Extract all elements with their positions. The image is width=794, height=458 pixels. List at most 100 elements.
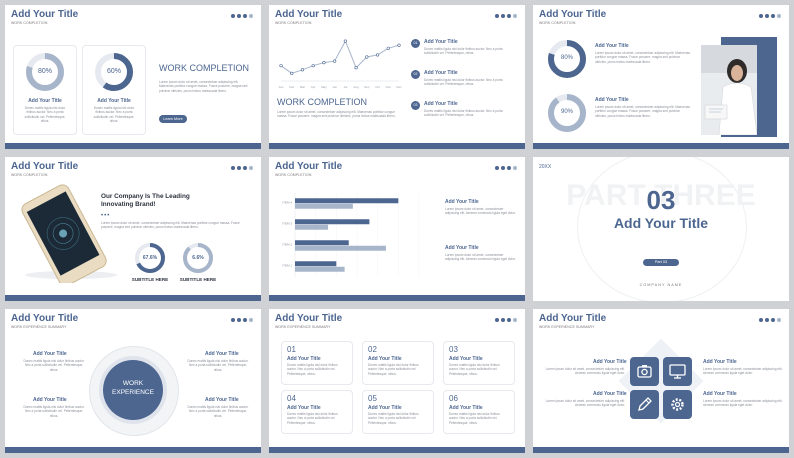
slide-7[interactable]: Add Your Title WORK EXPERIENCE SUMMARY W… xyxy=(5,309,261,453)
donut-label: 80% xyxy=(560,55,573,61)
donut-6-6 xyxy=(183,243,213,273)
card-title: Add Your Title xyxy=(97,98,131,104)
work-completion-heading: WORK COMPLETION xyxy=(159,63,250,73)
slide-title: Add Your Title xyxy=(11,161,79,172)
donut-label: 80% xyxy=(37,68,52,75)
item-title: Add Your Title xyxy=(703,391,737,397)
icon-tile-pen[interactable] xyxy=(630,390,659,419)
card-text: Donec mattis ligula nisi dolor finibus a… xyxy=(287,412,338,425)
grid-card-4: 04 Add Your Title Donec mattis ligula nisi… xyxy=(281,390,353,434)
slide-footer-bar xyxy=(269,295,525,301)
line-point xyxy=(279,64,283,68)
x-tick-label: Jun xyxy=(332,85,337,89)
slide-title: Add Your Title xyxy=(11,313,79,324)
slide-9[interactable]: Add Your Title WORK EXPERIENCE SUMMARY A… xyxy=(533,309,789,453)
bar-series-1 xyxy=(295,198,399,204)
item-text: Lorem ipsum dolor sit amet, consectetuer… xyxy=(445,207,516,216)
slide-2[interactable]: Add Your Title WORK COMPLETION Jan Feb Mar… xyxy=(269,5,525,149)
x-tick-label: Feb xyxy=(289,85,295,89)
stat-value: 6.6% xyxy=(192,255,204,261)
bar-series-1 xyxy=(295,261,337,267)
slide-5[interactable]: Add Your Title WORK COMPLETION ITEM 4 ITE… xyxy=(269,157,525,301)
company-text: Lorem ipsum dolor sit amet, consectetuer… xyxy=(101,221,240,230)
donut-67-6 xyxy=(135,243,165,273)
item-text: Donec mattis ligula nisi dolor finibus a… xyxy=(187,359,249,372)
stat-card-left: 80% Add Your Title Donec mattis ligula n… xyxy=(13,45,77,135)
icon-tile-camera[interactable] xyxy=(630,357,659,386)
item-text: Lorem ipsum dolor sit amet, consectetuer… xyxy=(545,399,625,408)
subtitle-right: SUBTITLE HERE xyxy=(179,277,217,282)
item-text: Lorem ipsum dolor sit amet, consectetuer… xyxy=(445,253,516,262)
item-text: Donec mattis ligula nisi dolor finibus a… xyxy=(187,405,249,418)
item-text: Lorem ipsum dolor sit amet, consectetuer… xyxy=(595,105,690,118)
work-completion-text: Lorem ipsum dolor sit amet, consectetuer… xyxy=(277,110,396,119)
card-title: Add Your Title xyxy=(368,356,402,362)
card-text: Donec mattis ligula nisi dolor finibus a… xyxy=(449,363,500,376)
x-tick-label: Mar xyxy=(300,85,305,89)
subtitle-left: SUBTITLE HERE xyxy=(131,277,169,282)
item-text: Lorem ipsum dolor sit amet, consectetuer… xyxy=(595,51,690,64)
y-tick-label: ITEM 3 xyxy=(282,221,292,225)
slide-8[interactable]: Add Your Title WORK EXPERIENCE SUMMARY 0… xyxy=(269,309,525,453)
center-line-1: WORK xyxy=(122,380,144,387)
slide-1[interactable]: Add Your Title WORK COMPLETION 80% Add Y… xyxy=(5,5,261,149)
line-point xyxy=(354,66,358,70)
slide-title: Add Your Title xyxy=(539,313,607,324)
item-text: Lorem ipsum dolor sit amet, consectetuer… xyxy=(703,367,783,376)
bar-series-2 xyxy=(295,203,353,209)
slide-title: Add Your Title xyxy=(539,9,607,20)
bar-series-2 xyxy=(295,266,345,272)
slide-caption: WORK COMPLETION xyxy=(275,21,312,25)
company-name: COMPANY NAME xyxy=(639,283,683,287)
slide-footer-bar xyxy=(5,295,261,301)
item-title: Add Your Title xyxy=(33,351,67,357)
monitor-icon xyxy=(669,364,686,379)
slide-caption: WORK COMPLETION xyxy=(275,173,312,177)
learn-more-button[interactable]: Learn More xyxy=(159,115,187,123)
line-point xyxy=(375,53,380,57)
x-tick-label: Dec xyxy=(396,85,402,89)
grid-card-3: 03 Add Your Title Donec mattis ligula nisi… xyxy=(443,341,515,385)
center-line-2: EXPERIENCE xyxy=(112,389,154,396)
line-point xyxy=(386,46,390,50)
x-tick-label: Oct xyxy=(375,85,380,89)
x-tick-label: Jul xyxy=(343,85,347,89)
x-tick-label: May xyxy=(321,85,327,89)
card-text: Donec mattis ligula nisi dolor finibus a… xyxy=(287,363,338,376)
pen-icon xyxy=(638,397,652,411)
donut-80 xyxy=(548,40,586,78)
camera-icon xyxy=(637,365,652,378)
icon-tile-gear[interactable] xyxy=(663,390,692,419)
card-title: Add Your Title xyxy=(368,405,402,411)
slide-4[interactable]: Add Your Title WORK COMPLETION Our Compa… xyxy=(5,157,261,301)
x-tick-label: Jan xyxy=(279,85,284,89)
line-point xyxy=(300,68,305,72)
slide-6[interactable]: 20XX PART THREE 03 Add Your Title Part 0… xyxy=(533,157,789,301)
slide-title: Add Your Title xyxy=(275,313,343,324)
bar-series-1 xyxy=(295,240,349,246)
card-text: Donec mattis ligula nisi dolor finibus a… xyxy=(449,412,500,425)
grid-card-5: 05 Add Your Title Donec mattis ligula nisi… xyxy=(362,390,434,434)
item-text: Lorem ipsum dolor sit amet, consectetuer… xyxy=(545,367,625,376)
y-tick-label: ITEM 4 xyxy=(282,200,292,204)
card-number: 04 xyxy=(287,394,296,403)
slide-caption: WORK COMPLETION xyxy=(11,21,48,25)
item-title: Add Your Title xyxy=(205,397,239,403)
year-label: 20XX xyxy=(539,164,552,170)
part-button[interactable]: Part 03 xyxy=(643,259,679,266)
line-point xyxy=(365,55,369,59)
slide-footer-bar xyxy=(269,143,525,149)
icon-tile-monitor[interactable] xyxy=(663,357,692,386)
card-title: Add Your Title xyxy=(287,356,321,362)
slide-footer-bar xyxy=(5,447,261,453)
slide-dots xyxy=(759,318,781,322)
slide-dots xyxy=(495,14,517,18)
item-title: Add Your Title xyxy=(445,245,479,251)
bullet-title: Add Your Title xyxy=(424,101,458,107)
line-point xyxy=(343,39,347,43)
inner-circle xyxy=(103,360,163,420)
line-point xyxy=(333,59,337,63)
donut-90 xyxy=(548,94,586,132)
card-number: 01 xyxy=(287,345,296,354)
slide-3[interactable]: Add Your Title WORK COMPLETION 80% Add Y… xyxy=(533,5,789,149)
